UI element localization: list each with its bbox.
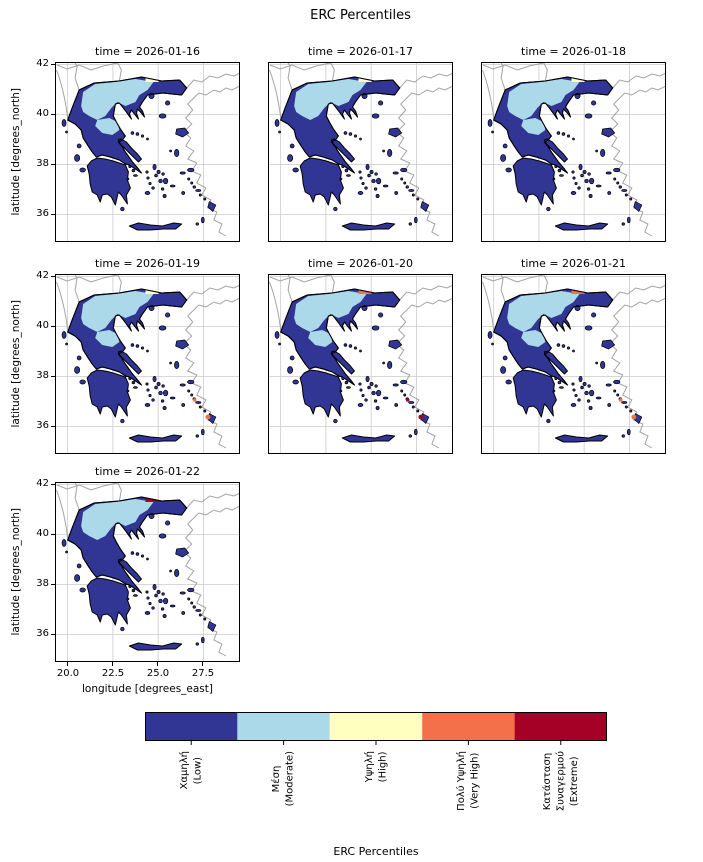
subplot-title: time = 2026-01-22 <box>95 465 200 478</box>
y-tick-mark <box>51 276 55 277</box>
x-axis-label: longitude [degrees_east] <box>81 683 213 695</box>
island-hotspot <box>205 414 211 420</box>
y-tick-label: 42 <box>36 58 49 69</box>
subplot-title: time = 2026-01-21 <box>521 257 626 270</box>
colorbar-border <box>145 712 607 741</box>
x-tick-label: 22.5 <box>101 668 125 679</box>
colorbar-tick: Κατάσταση Συναγερμού (Extreme) <box>515 751 607 841</box>
colorbar-axis-label: ERC Percentiles <box>333 845 419 858</box>
border-hotspot-secondary <box>578 77 588 79</box>
island-hotspot <box>631 414 637 420</box>
y-tick-label: 42 <box>36 478 49 489</box>
colorbar-segment-low <box>145 712 238 741</box>
subplot-title: time = 2026-01-18 <box>521 45 626 58</box>
figure-title: ERC Percentiles <box>310 8 411 23</box>
greece-map <box>481 274 666 454</box>
colorbar-tick-label-high: Υψηλή (High) <box>363 751 389 783</box>
island-hotspot <box>418 414 424 420</box>
island-hotspot <box>618 398 623 402</box>
y-tick-mark <box>51 584 55 585</box>
y-tick-label: 38 <box>36 578 49 589</box>
colorbar-tick: Μέση (Moderate) <box>237 751 329 841</box>
subplot-title: time = 2026-01-17 <box>308 45 413 58</box>
island-hotspot <box>192 398 197 402</box>
x-tick-label: 27.5 <box>191 668 215 679</box>
colorbar-swatches <box>145 712 607 745</box>
y-tick-mark <box>51 634 55 635</box>
colorbar-segment-moderate <box>237 712 330 741</box>
subplot-2026-01-18: time = 2026-01-18 <box>481 45 666 242</box>
colorbar-tick-marks <box>190 741 562 745</box>
colorbar-segment-high <box>329 712 423 741</box>
y-tick-label: 40 <box>36 320 49 331</box>
border-hotspot-secondary <box>366 73 375 79</box>
colorbar-tick-labels: Χαμηλή (Low) Μέση (Moderate) Υψηλή (High… <box>145 751 607 841</box>
subplot-title: time = 2026-01-19 <box>95 257 200 270</box>
greece-map <box>481 62 666 242</box>
island-hotspot <box>405 398 410 402</box>
y-tick-label: 40 <box>36 528 49 539</box>
subplot-title: time = 2026-01-20 <box>308 257 413 270</box>
y-tick-label: 36 <box>36 628 49 639</box>
colorbar-tick-label-low: Χαμηλή (Low) <box>178 751 204 790</box>
y-tick-mark <box>51 214 55 215</box>
x-tick-label: 20.0 <box>56 668 80 679</box>
x-tick-mark <box>112 662 113 666</box>
subplot-2026-01-22: time = 2026-01-22 latitude [degrees_nort… <box>10 465 240 695</box>
colorbar-tick: Υψηλή (High) <box>330 751 422 841</box>
y-tick-mark <box>51 426 55 427</box>
greece-map <box>55 482 240 662</box>
subplot-2026-01-21: time = 2026-01-21 <box>481 257 666 454</box>
subplot-2026-01-20: time = 2026-01-20 <box>268 257 453 454</box>
y-tick-mark <box>51 326 55 327</box>
y-tick-mark <box>51 484 55 485</box>
border-hotspot-secondary <box>153 73 162 79</box>
x-tick-label: 25.0 <box>146 668 170 679</box>
border-hotspot-secondary <box>578 289 588 291</box>
colorbar-tick: Χαμηλή (Low) <box>145 751 237 841</box>
x-tick-mark <box>157 662 158 666</box>
colorbar-tick-label-moderate: Μέση (Moderate) <box>271 751 296 807</box>
y-tick-mark <box>51 114 55 115</box>
greece-map <box>55 274 240 454</box>
y-tick-label: 42 <box>36 270 49 281</box>
border-hotspot-secondary <box>152 289 162 291</box>
subplot-2026-01-16: time = 2026-01-16 latitude [degrees_nort… <box>10 45 240 242</box>
colorbar-segment-extreme <box>514 712 607 741</box>
y-tick-label: 36 <box>36 420 49 431</box>
y-tick-label: 38 <box>36 370 49 381</box>
y-tick-label: 36 <box>36 208 49 219</box>
y-tick-mark <box>51 164 55 165</box>
subplot-2026-01-17: time = 2026-01-17 <box>268 45 453 242</box>
y-tick-mark <box>51 376 55 377</box>
greece-map <box>55 62 240 242</box>
x-tick-mark <box>67 662 68 666</box>
x-tick-mark <box>202 662 203 666</box>
colorbar-tick-label-extreme: Κατάσταση Συναγερμού (Extreme) <box>541 751 580 812</box>
y-tick-label: 40 <box>36 108 49 119</box>
subplot-title: time = 2026-01-16 <box>95 45 200 58</box>
colorbar-segment-very-high <box>422 712 515 741</box>
greece-map <box>268 274 453 454</box>
colorbar: Χαμηλή (Low) Μέση (Moderate) Υψηλή (High… <box>145 712 607 858</box>
greece-map <box>268 62 453 242</box>
border-hotspot-secondary <box>365 289 375 291</box>
y-tick-label: 38 <box>36 158 49 169</box>
y-tick-mark <box>51 64 55 65</box>
subplot-2026-01-19: time = 2026-01-19 latitude [degrees_nort… <box>10 257 240 454</box>
border-hotspot-secondary <box>152 497 162 499</box>
y-tick-mark <box>51 534 55 535</box>
colorbar-tick-label-very-high: Πολύ Υψηλή (Very High) <box>455 751 481 811</box>
colorbar-tick: Πολύ Υψηλή (Very High) <box>422 751 514 841</box>
